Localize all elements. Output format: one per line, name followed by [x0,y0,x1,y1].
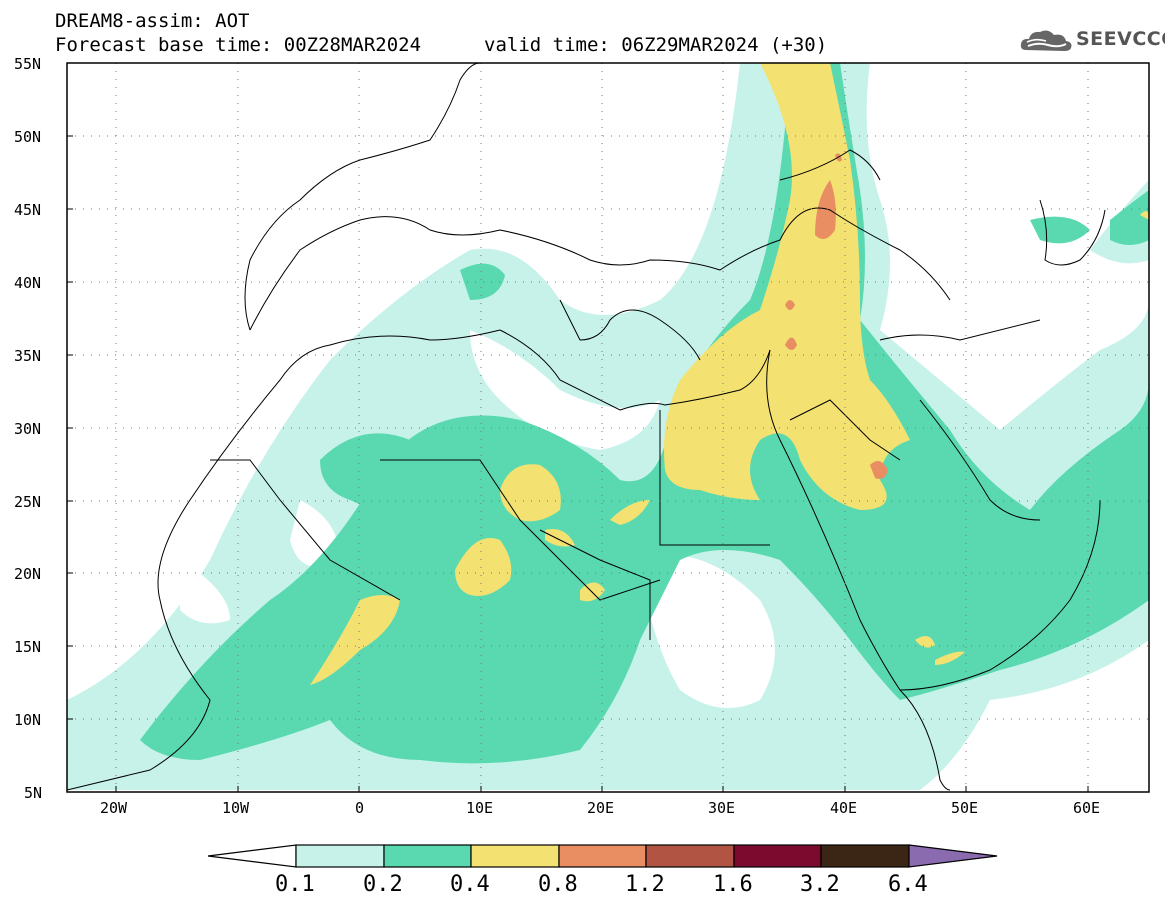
colorbar-segment-2 [383,844,472,868]
lon-label: 10E [466,799,494,817]
lat-label: 10N [14,711,42,729]
lat-label: 20N [14,565,42,583]
aot-field [67,63,1149,790]
lat-label: 5N [24,784,43,802]
logo-text: SEEVCCC [1076,28,1165,50]
aot-band-0.4 [310,63,1149,685]
colorbar-segment-7 [820,844,910,868]
colorbar-label: 6.4 [888,872,928,897]
lon-label: 60E [1073,799,1101,817]
colorbar-segment-1 [295,844,385,868]
axis-ticks [67,135,1089,792]
lon-label: 0 [355,799,365,817]
colorbar-segment-6 [733,844,822,868]
lon-label: 40E [830,799,858,817]
lat-label: 55N [14,55,42,73]
map-title: DREAM8-assim: AOT [55,10,250,32]
colorbar-segment-3 [470,844,560,868]
seevccc-logo: SEEVCCC [1018,24,1165,56]
colorbar-segment-5 [645,844,735,868]
lat-label: 30N [14,420,42,438]
forecast-base-time: Forecast base time: 00Z28MAR2024 [55,34,422,56]
lon-label: 10W [222,799,250,817]
map-frame [66,62,1150,793]
lon-label: 20E [587,799,615,817]
colorbar-segment-lower [207,844,297,868]
lon-label: 30E [708,799,736,817]
aot-band-0.8 [785,153,888,479]
lat-label: 25N [14,493,42,511]
colorbar-segment-upper [908,844,998,868]
cloud-icon [1020,30,1072,51]
colorbar-label: 1.6 [713,872,753,897]
colorbar-label: 1.2 [625,872,665,897]
colorbar-label: 0.8 [538,872,578,897]
colorbar [207,844,998,868]
colorbar-segment-4 [558,844,647,868]
colorbar-label: 0.1 [275,872,315,897]
lat-label: 50N [14,128,42,146]
aot-band-0.2 [140,63,1149,764]
colorbar-label: 0.4 [450,872,490,897]
lat-label: 40N [14,274,42,292]
valid-time: valid time: 06Z29MAR2024 (+30) [484,34,828,56]
lat-label: 15N [14,638,42,656]
colorbar-label: 3.2 [800,872,840,897]
colorbar-label: 0.2 [363,872,403,897]
lon-label: 50E [951,799,979,817]
lon-label: 20W [100,799,128,817]
coastlines [67,63,1106,791]
lat-label: 45N [14,201,42,219]
lat-label: 35N [14,347,42,365]
